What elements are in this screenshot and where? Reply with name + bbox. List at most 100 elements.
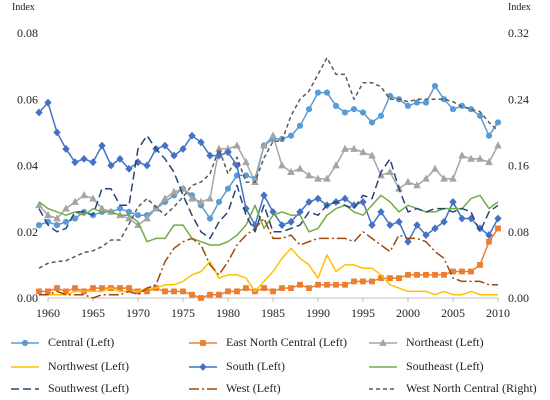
line-chart: Index Index 0.000.020.040.060.08 0.000.0… [12, 2, 531, 320]
data-point [89, 158, 97, 167]
legend-label: Northwest (Left) [48, 359, 129, 373]
legend-marker [21, 339, 29, 346]
data-point [216, 291, 222, 298]
data-point [143, 161, 151, 170]
right-axis-title: Index [508, 2, 531, 13]
data-point [72, 285, 78, 291]
series-line [38, 57, 499, 269]
legend-swatch [11, 365, 39, 368]
data-point [197, 138, 205, 147]
data-point [405, 271, 411, 278]
data-point [377, 207, 385, 216]
left-tick-label: 0.08 [17, 26, 38, 40]
data-point [449, 198, 457, 206]
data-point [243, 285, 249, 291]
data-point [278, 221, 286, 230]
legend-label: Northeast (Left) [406, 335, 484, 349]
series-central-left [35, 82, 502, 229]
data-point [161, 141, 169, 150]
data-point [287, 167, 295, 176]
data-point [189, 291, 195, 298]
legend-label: West (Left) [226, 381, 281, 395]
legend-marker [200, 339, 206, 346]
data-point [341, 109, 349, 116]
data-point [368, 151, 376, 159]
data-point [368, 119, 376, 126]
data-point [476, 112, 484, 119]
data-point [404, 177, 412, 185]
legend-swatch [369, 338, 397, 346]
series-west-north-central-right [38, 57, 499, 269]
data-point [152, 204, 160, 212]
data-point [468, 268, 474, 275]
data-point [404, 102, 412, 109]
data-point [107, 161, 115, 170]
data-point [323, 174, 331, 182]
legend-item: Northwest (Left) [10, 359, 129, 374]
data-point [351, 278, 357, 285]
data-point [116, 154, 124, 163]
data-point [80, 191, 88, 199]
data-point [288, 285, 294, 291]
data-point [53, 214, 61, 222]
series-line [39, 227, 499, 299]
data-point [494, 141, 502, 149]
data-point [170, 187, 178, 195]
data-point [386, 221, 394, 230]
data-point [207, 291, 213, 298]
data-point [440, 217, 448, 226]
legend-marker [379, 338, 387, 346]
data-point [80, 154, 88, 163]
data-point [404, 237, 412, 246]
x-tick-label: 2010 [486, 306, 510, 320]
legend-item: West (Left) [188, 381, 281, 396]
data-point [287, 217, 295, 226]
data-point [413, 99, 421, 106]
legend-label: West North Central (Right) [406, 381, 537, 395]
data-point [458, 214, 466, 223]
data-point [287, 132, 295, 139]
data-point [413, 181, 421, 189]
data-point [432, 271, 438, 278]
data-point [206, 194, 214, 202]
data-point [225, 288, 231, 295]
data-point [495, 225, 501, 232]
legend-label: South (Left) [226, 359, 285, 373]
legend-label: Southwest (Left) [48, 381, 129, 395]
data-point [242, 157, 250, 166]
data-point [215, 151, 223, 160]
chart-legend: Central (Left) East North Central (Left) N… [0, 332, 550, 400]
data-point [62, 204, 70, 212]
data-point [413, 221, 421, 230]
legend-item: Southeast (Left) [368, 359, 484, 374]
data-point [440, 174, 448, 182]
data-point [116, 205, 124, 212]
data-point [35, 108, 43, 117]
data-point [198, 295, 204, 301]
data-point [341, 194, 349, 203]
data-point [224, 148, 232, 157]
data-point [260, 141, 268, 149]
x-tick-label: 2000 [396, 306, 420, 320]
data-point [387, 275, 393, 282]
series-northeast-left [35, 131, 502, 229]
data-point [125, 208, 133, 215]
data-point [476, 154, 484, 162]
data-point [431, 164, 439, 172]
data-point [423, 271, 429, 278]
right-tick-label: 0.08 [508, 225, 529, 239]
x-tick-label: 2005 [441, 306, 465, 320]
data-point [324, 281, 330, 288]
right-tick-label: 0.16 [508, 159, 529, 173]
data-point [134, 212, 142, 219]
series-south-left [35, 98, 502, 246]
series-line [39, 217, 498, 299]
legend-item: Southwest (Left) [10, 381, 129, 396]
data-point [278, 161, 286, 169]
left-tick-label: 0.06 [17, 92, 38, 106]
data-point [143, 214, 151, 222]
series-northwest-left [39, 247, 498, 296]
data-point [171, 288, 177, 295]
data-point [359, 109, 367, 116]
data-point [323, 89, 331, 96]
